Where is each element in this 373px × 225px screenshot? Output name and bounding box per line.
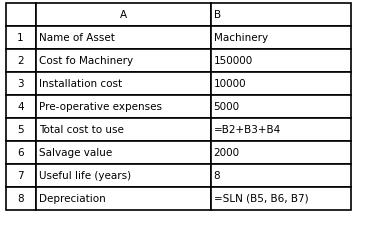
Text: Cost fo Machinery: Cost fo Machinery (38, 56, 133, 66)
Bar (35, 95, 211, 118)
Bar (6, 187, 35, 210)
Text: Depreciation: Depreciation (38, 194, 105, 204)
Text: Name of Asset: Name of Asset (38, 33, 115, 43)
Bar (6, 118, 35, 141)
Text: 8: 8 (17, 194, 24, 204)
Bar (211, 187, 351, 210)
Text: =SLN (B5, B6, B7): =SLN (B5, B6, B7) (214, 194, 308, 204)
Text: A: A (119, 10, 127, 20)
Bar (6, 26, 35, 49)
Bar (211, 95, 351, 118)
Bar (35, 141, 211, 164)
Text: =B2+B3+B4: =B2+B3+B4 (214, 125, 281, 135)
Bar (35, 164, 211, 187)
Text: Salvage value: Salvage value (38, 148, 112, 158)
Bar (35, 118, 211, 141)
Text: Pre-operative expenses: Pre-operative expenses (38, 102, 162, 112)
Text: Installation cost: Installation cost (38, 79, 122, 89)
Text: 7: 7 (17, 171, 24, 181)
Text: Total cost to use: Total cost to use (38, 125, 123, 135)
Bar (35, 72, 211, 95)
Text: 5: 5 (17, 125, 24, 135)
Text: 2000: 2000 (214, 148, 240, 158)
Bar (6, 141, 35, 164)
Bar (6, 49, 35, 72)
Bar (6, 95, 35, 118)
Bar (211, 118, 351, 141)
Text: 150000: 150000 (214, 56, 253, 66)
Bar (211, 141, 351, 164)
Bar (6, 3, 35, 26)
Text: 5000: 5000 (214, 102, 240, 112)
Bar (211, 26, 351, 49)
Text: 10000: 10000 (214, 79, 246, 89)
Text: 6: 6 (17, 148, 24, 158)
Bar (35, 187, 211, 210)
Bar (6, 164, 35, 187)
Text: 1: 1 (17, 33, 24, 43)
Text: 2: 2 (17, 56, 24, 66)
Text: 4: 4 (17, 102, 24, 112)
Bar (211, 3, 351, 26)
Bar (35, 26, 211, 49)
Text: 8: 8 (214, 171, 220, 181)
Bar (211, 164, 351, 187)
Text: Machinery: Machinery (214, 33, 268, 43)
Bar (211, 49, 351, 72)
Text: B: B (214, 10, 221, 20)
Text: Useful life (years): Useful life (years) (38, 171, 131, 181)
Bar (211, 72, 351, 95)
Bar (6, 72, 35, 95)
Bar (35, 3, 211, 26)
Text: 3: 3 (17, 79, 24, 89)
Bar (35, 49, 211, 72)
